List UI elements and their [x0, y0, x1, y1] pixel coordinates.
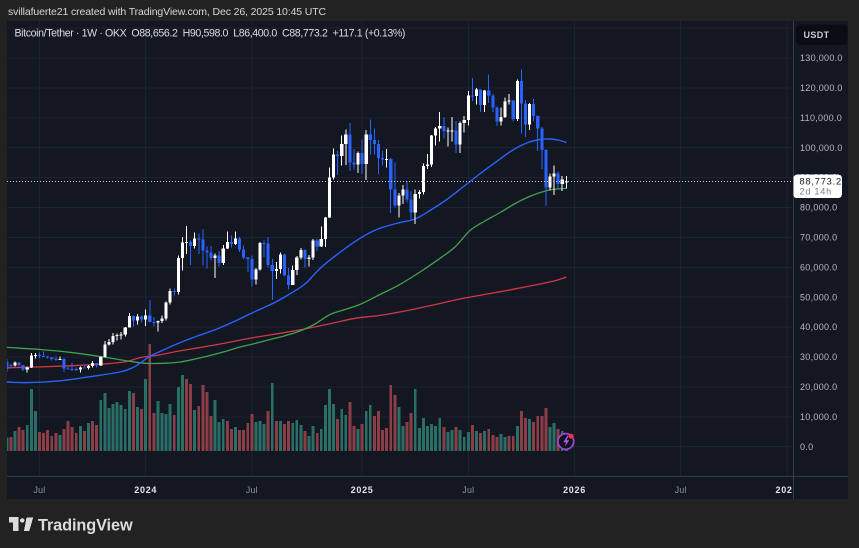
svg-text:80,000.0: 80,000.0 [800, 203, 837, 213]
svg-text:2027: 2027 [775, 485, 798, 495]
svg-text:60,000.0: 60,000.0 [800, 262, 837, 272]
svg-text:2d 14h: 2d 14h [800, 187, 832, 197]
svg-text:USDT: USDT [804, 30, 830, 40]
svg-text:svillafuerte21 created with Tr: svillafuerte21 created with TradingView.… [8, 6, 327, 18]
svg-text:120,000.0: 120,000.0 [800, 83, 843, 93]
svg-text:110,000.0: 110,000.0 [800, 113, 842, 123]
svg-text:2025: 2025 [351, 485, 374, 495]
svg-text:2024: 2024 [134, 485, 157, 495]
svg-text:Bitcoin/Tether · 1W · OKX O88: Bitcoin/Tether · 1W · OKX O88,656.2 H90,… [15, 28, 406, 40]
svg-text:Jul: Jul [675, 485, 687, 495]
svg-text:100,000.0: 100,000.0 [800, 143, 843, 153]
svg-text:88,773.2: 88,773.2 [800, 177, 842, 187]
svg-text:Jul: Jul [34, 485, 46, 495]
svg-text:40,000.0: 40,000.0 [800, 322, 837, 332]
svg-text:50,000.0: 50,000.0 [800, 292, 837, 302]
svg-text:20,000.0: 20,000.0 [800, 382, 837, 392]
svg-text:30,000.0: 30,000.0 [800, 352, 837, 362]
svg-text:0.0: 0.0 [800, 442, 813, 452]
svg-text:130,000.0: 130,000.0 [800, 53, 843, 63]
svg-text:70,000.0: 70,000.0 [800, 233, 837, 243]
svg-text:TradingView: TradingView [38, 517, 133, 535]
svg-text:Jul: Jul [246, 485, 258, 495]
svg-text:10,000.0: 10,000.0 [800, 412, 837, 422]
svg-text:Jul: Jul [462, 485, 474, 495]
svg-text:2026: 2026 [563, 485, 586, 495]
